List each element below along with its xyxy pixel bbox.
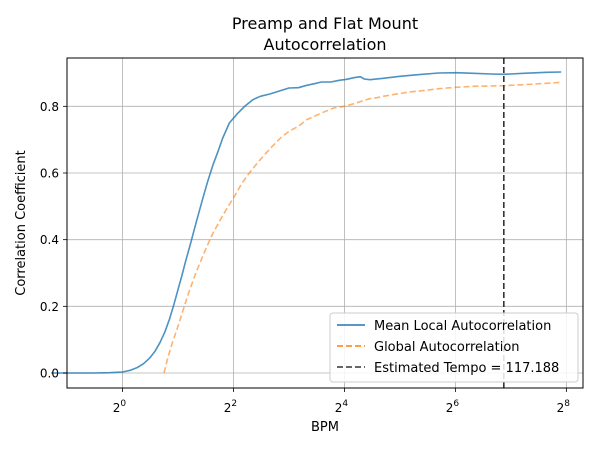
x-axis-label: BPM [311,420,339,435]
y-axis-label: Correlation Coefficient [14,150,29,296]
legend-box [329,312,579,383]
x-tick-exponent: 2 [231,399,237,409]
axis-ticks: 20 22 24 26 280.00.20.40.60.8 [40,100,570,415]
grid-lines [67,58,583,388]
y-tick-label: 0.0 [40,367,59,381]
x-tick-base: 2 [446,401,454,415]
chart-title-line1: Preamp and Flat Mount [232,14,418,33]
x-tick-base: 2 [224,401,232,415]
legend-label-tempo: Estimated Tempo = 117.188 [374,361,559,376]
y-tick-label: 0.8 [40,100,59,114]
series-line-0 [51,71,562,374]
x-tick-exponent: 6 [453,399,459,409]
chart-title-line2: Autocorrelation [264,35,387,54]
x-tick-exponent: 4 [342,399,348,409]
x-tick-exponent: 0 [120,399,126,409]
y-tick-label: 0.2 [40,300,59,314]
x-tick-label: 26 [446,399,460,415]
legend-label-mean-local: Mean Local Autocorrelation [374,319,551,334]
x-tick-exponent: 8 [564,399,570,409]
y-tick-label: 0.6 [40,167,59,181]
legend: Mean Local Autocorrelation Global Autoco… [329,312,579,383]
legend-label-global: Global Autocorrelation [374,340,520,355]
x-tick-base: 2 [557,401,565,415]
x-tick-label: 24 [335,399,349,415]
x-tick-label: 28 [557,399,571,415]
x-tick-base: 2 [335,401,343,415]
x-tick-label: 20 [113,399,127,415]
y-tick-label: 0.4 [40,233,59,247]
x-tick-base: 2 [113,401,121,415]
x-tick-label: 22 [224,399,237,415]
plot-frame [66,57,584,389]
series-line-1 [163,81,562,374]
